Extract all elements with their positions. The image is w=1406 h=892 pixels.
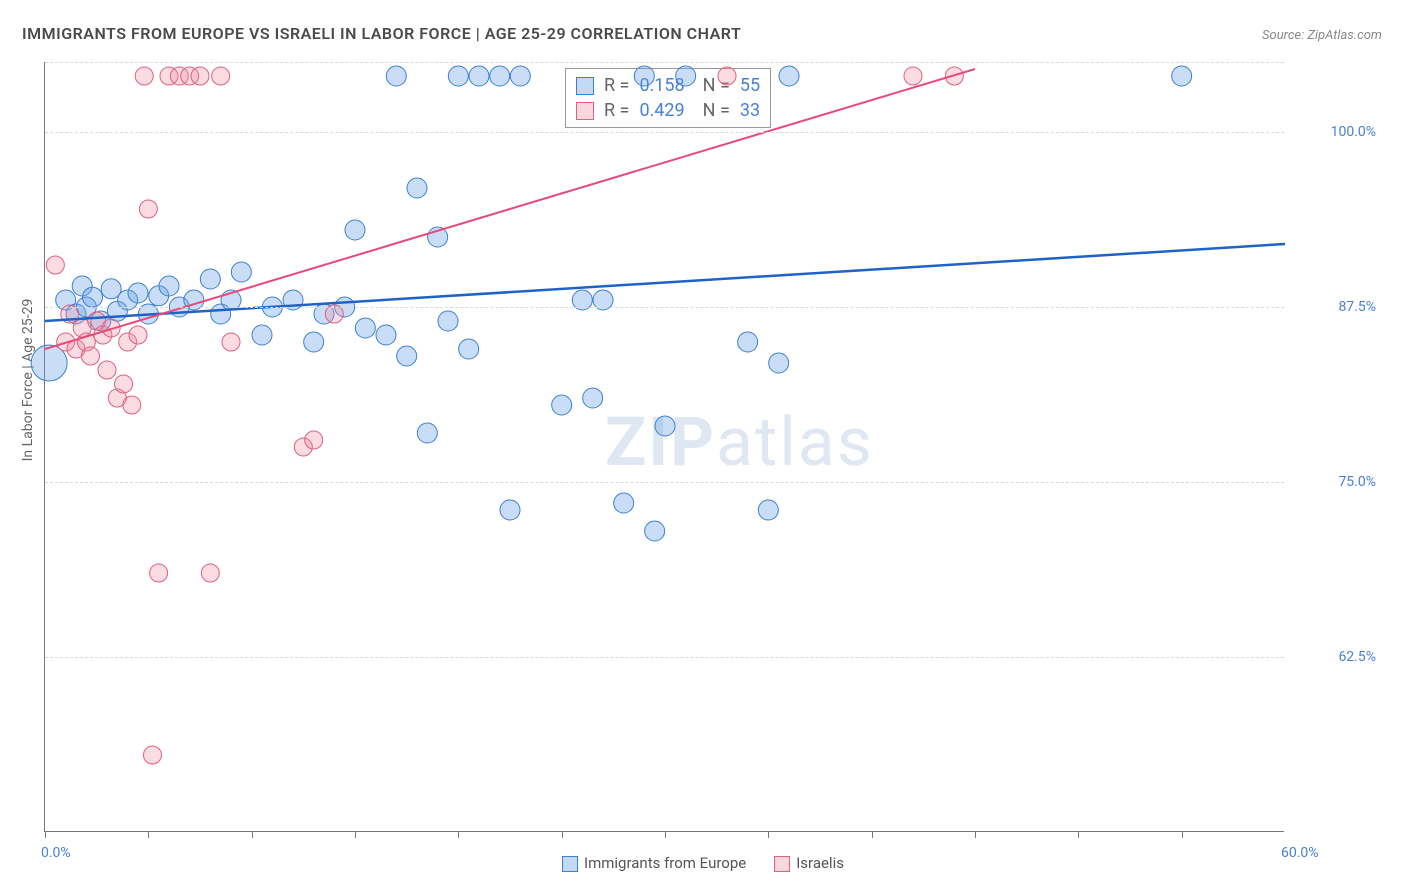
chart-title: IMMIGRANTS FROM EUROPE VS ISRAELI IN LAB… <box>22 24 741 43</box>
x-tick <box>252 831 253 838</box>
data-point <box>490 66 510 86</box>
gridline <box>45 62 1284 63</box>
x-tick <box>458 831 459 838</box>
data-point <box>614 493 634 513</box>
data-point <box>448 66 468 86</box>
data-point <box>769 353 789 373</box>
y-tick-label: 75.0% <box>1338 474 1376 490</box>
data-point <box>305 431 323 449</box>
x-tick <box>45 831 46 838</box>
data-point <box>583 388 603 408</box>
data-point <box>417 423 437 443</box>
x-tick <box>768 831 769 838</box>
data-point <box>1172 66 1192 86</box>
legend-swatch-israelis <box>774 856 790 872</box>
data-point <box>115 375 133 393</box>
data-point <box>904 67 922 85</box>
series-legend: Immigrants from Europe Israelis <box>562 854 844 872</box>
legend-swatch-europe <box>562 856 578 872</box>
data-point <box>676 66 696 86</box>
data-point <box>397 346 417 366</box>
data-point <box>159 276 179 296</box>
data-point <box>376 325 396 345</box>
data-point <box>758 500 778 520</box>
x-tick-label: 60.0% <box>1281 845 1319 861</box>
data-point <box>500 500 520 520</box>
data-point <box>143 746 161 764</box>
data-point <box>222 333 240 351</box>
trend-line <box>45 244 1285 321</box>
data-point <box>645 521 665 541</box>
data-point <box>139 200 157 218</box>
y-tick-label: 87.5% <box>1338 299 1376 315</box>
data-point <box>201 564 219 582</box>
plot-area: ZIPatlas R = 0.158 N = 55 R = 0.429 N = … <box>44 62 1284 832</box>
source-attribution: Source: ZipAtlas.com <box>1262 28 1382 43</box>
legend-item-europe: Immigrants from Europe <box>562 854 746 872</box>
data-point <box>150 564 168 582</box>
legend-label-europe: Immigrants from Europe <box>584 854 746 872</box>
data-point <box>386 66 406 86</box>
data-point <box>407 178 427 198</box>
data-point <box>438 311 458 331</box>
x-tick <box>355 831 356 838</box>
data-point <box>83 287 103 307</box>
data-point <box>135 67 153 85</box>
x-tick <box>872 831 873 838</box>
gridline <box>45 307 1284 308</box>
x-tick <box>1078 831 1079 838</box>
data-point <box>459 339 479 359</box>
data-point <box>355 318 375 338</box>
x-tick-label: 0.0% <box>41 845 71 861</box>
data-point <box>634 66 654 86</box>
y-tick-label: 100.0% <box>1331 124 1376 140</box>
data-point <box>252 325 272 345</box>
x-tick <box>148 831 149 838</box>
data-point <box>46 256 64 274</box>
data-point <box>552 395 572 415</box>
data-point <box>469 66 489 86</box>
gridline <box>45 132 1284 133</box>
data-point <box>129 326 147 344</box>
data-point <box>123 396 141 414</box>
data-point <box>718 67 736 85</box>
y-tick-label: 62.5% <box>1338 649 1376 665</box>
data-point <box>304 332 324 352</box>
data-point <box>212 67 230 85</box>
legend-item-israelis: Israelis <box>774 854 844 872</box>
gridline <box>45 482 1284 483</box>
scatter-svg <box>45 62 1284 831</box>
x-tick <box>1182 831 1183 838</box>
y-axis-title: In Labor Force | Age 25-29 <box>20 299 36 462</box>
data-point <box>81 347 99 365</box>
data-point <box>779 66 799 86</box>
data-point <box>191 67 209 85</box>
data-point <box>231 262 251 282</box>
data-point <box>98 361 116 379</box>
data-point <box>738 332 758 352</box>
data-point <box>200 269 220 289</box>
gridline <box>45 657 1284 658</box>
x-tick <box>665 831 666 838</box>
x-tick <box>975 831 976 838</box>
data-point <box>510 66 530 86</box>
data-point <box>655 416 675 436</box>
data-point <box>128 283 148 303</box>
x-tick <box>562 831 563 838</box>
legend-label-israelis: Israelis <box>796 854 844 872</box>
data-point <box>345 220 365 240</box>
